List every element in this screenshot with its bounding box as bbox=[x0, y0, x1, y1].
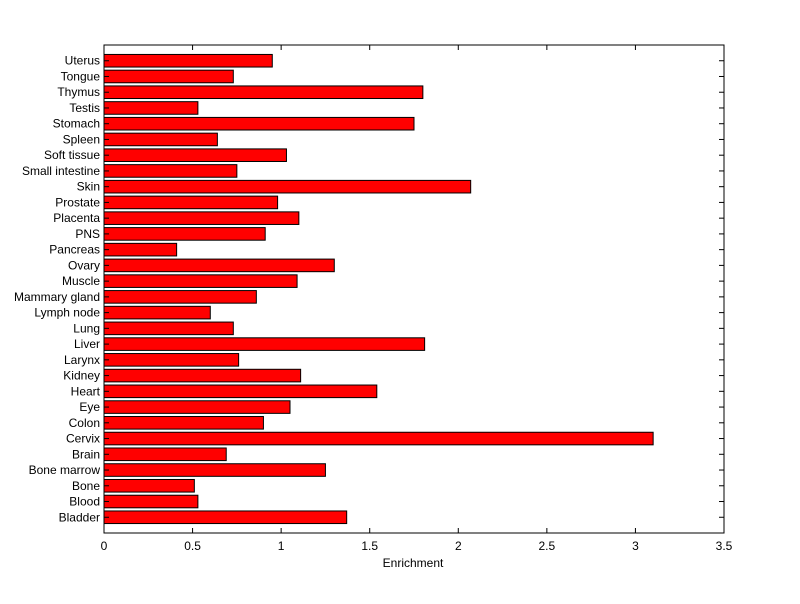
y-tick-label-prostate: Prostate bbox=[55, 195, 100, 209]
x-tick-label-6: 3 bbox=[632, 539, 639, 553]
y-tick-label-liver: Liver bbox=[74, 337, 100, 351]
y-tick-label-soft-tissue: Soft tissue bbox=[44, 148, 100, 162]
bar-bone-marrow bbox=[103, 463, 326, 477]
y-tick-label-bone: Bone bbox=[72, 479, 100, 493]
bar-eye bbox=[103, 400, 291, 414]
y-tick-label-placenta: Placenta bbox=[53, 211, 100, 225]
bar-thymus bbox=[103, 85, 424, 100]
x-axis-label: Enrichment bbox=[383, 556, 444, 570]
bar-stomach bbox=[103, 116, 415, 131]
y-tick-label-kidney: Kidney bbox=[63, 369, 100, 383]
y-tick-label-pancreas: Pancreas bbox=[49, 243, 100, 257]
x-tick-label-7: 3.5 bbox=[716, 539, 733, 553]
y-tick-label-brain: Brain bbox=[72, 447, 100, 461]
y-tick-label-pns: PNS bbox=[75, 227, 100, 241]
bar-heart bbox=[103, 384, 378, 399]
bar-pns bbox=[103, 227, 266, 241]
bar-lymph-node bbox=[103, 305, 211, 320]
x-tick-label-5: 2.5 bbox=[539, 539, 556, 553]
bar-tongue bbox=[103, 69, 234, 84]
y-tick-label-ovary: Ovary bbox=[68, 258, 100, 272]
y-tick-label-blood: Blood bbox=[69, 495, 100, 509]
bar-bladder bbox=[103, 510, 348, 525]
bar-colon bbox=[103, 416, 264, 430]
y-tick-label-lymph-node: Lymph node bbox=[34, 306, 100, 320]
x-tick-label-1: 0.5 bbox=[184, 539, 201, 553]
bar-brain bbox=[103, 447, 227, 462]
y-tick-label-tongue: Tongue bbox=[61, 69, 101, 83]
bar-larynx bbox=[103, 353, 240, 367]
bar-cervix bbox=[103, 431, 654, 446]
y-tick-label-mammary-gland: Mammary gland bbox=[14, 290, 100, 304]
bar-uterus bbox=[103, 53, 273, 68]
bar-spleen bbox=[103, 132, 218, 147]
bar-muscle bbox=[103, 274, 298, 288]
y-tick-label-lung: Lung bbox=[73, 321, 100, 335]
x-axis-ticks: 0 0.5 1 1.5 2 2.5 3 3.5 bbox=[101, 45, 733, 553]
bar-soft-tissue bbox=[103, 148, 287, 162]
bar-pancreas bbox=[103, 242, 178, 257]
y-tick-label-testis: Testis bbox=[69, 101, 100, 115]
bar-placenta bbox=[103, 211, 300, 225]
bar-prostate bbox=[103, 195, 279, 210]
bar-ovary bbox=[103, 258, 335, 273]
y-tick-label-skin: Skin bbox=[77, 180, 100, 194]
bar-skin bbox=[103, 179, 472, 194]
y-tick-label-bone-marrow: Bone marrow bbox=[29, 463, 101, 477]
y-tick-label-muscle: Muscle bbox=[62, 274, 100, 288]
bar-small-intestine bbox=[103, 164, 238, 178]
y-tick-label-eye: Eye bbox=[79, 400, 100, 414]
y-tick-label-cervix: Cervix bbox=[66, 432, 100, 446]
x-tick-label-3: 1.5 bbox=[361, 539, 378, 553]
y-tick-label-uterus: Uterus bbox=[65, 54, 100, 68]
y-tick-label-stomach: Stomach bbox=[53, 117, 100, 131]
bar-kidney bbox=[103, 368, 302, 383]
y-tick-label-spleen: Spleen bbox=[63, 132, 100, 146]
y-tick-label-small-intestine: Small intestine bbox=[22, 164, 100, 178]
bar-mammary-gland bbox=[103, 290, 257, 304]
y-tick-label-heart: Heart bbox=[71, 384, 101, 398]
x-tick-label-0: 0 bbox=[101, 539, 108, 553]
bars-group bbox=[103, 53, 654, 525]
y-tick-label-bladder: Bladder bbox=[59, 510, 100, 524]
x-tick-label-4: 2 bbox=[455, 539, 462, 553]
y-tick-label-thymus: Thymus bbox=[57, 85, 100, 99]
y-tick-label-colon: Colon bbox=[69, 416, 100, 430]
bar-liver bbox=[103, 337, 426, 351]
bar-blood bbox=[103, 494, 199, 509]
bar-testis bbox=[103, 101, 199, 115]
bar-bone bbox=[103, 478, 195, 493]
x-tick-label-2: 1 bbox=[278, 539, 285, 553]
y-tick-label-larynx: Larynx bbox=[64, 353, 100, 367]
bar-lung bbox=[103, 321, 234, 336]
